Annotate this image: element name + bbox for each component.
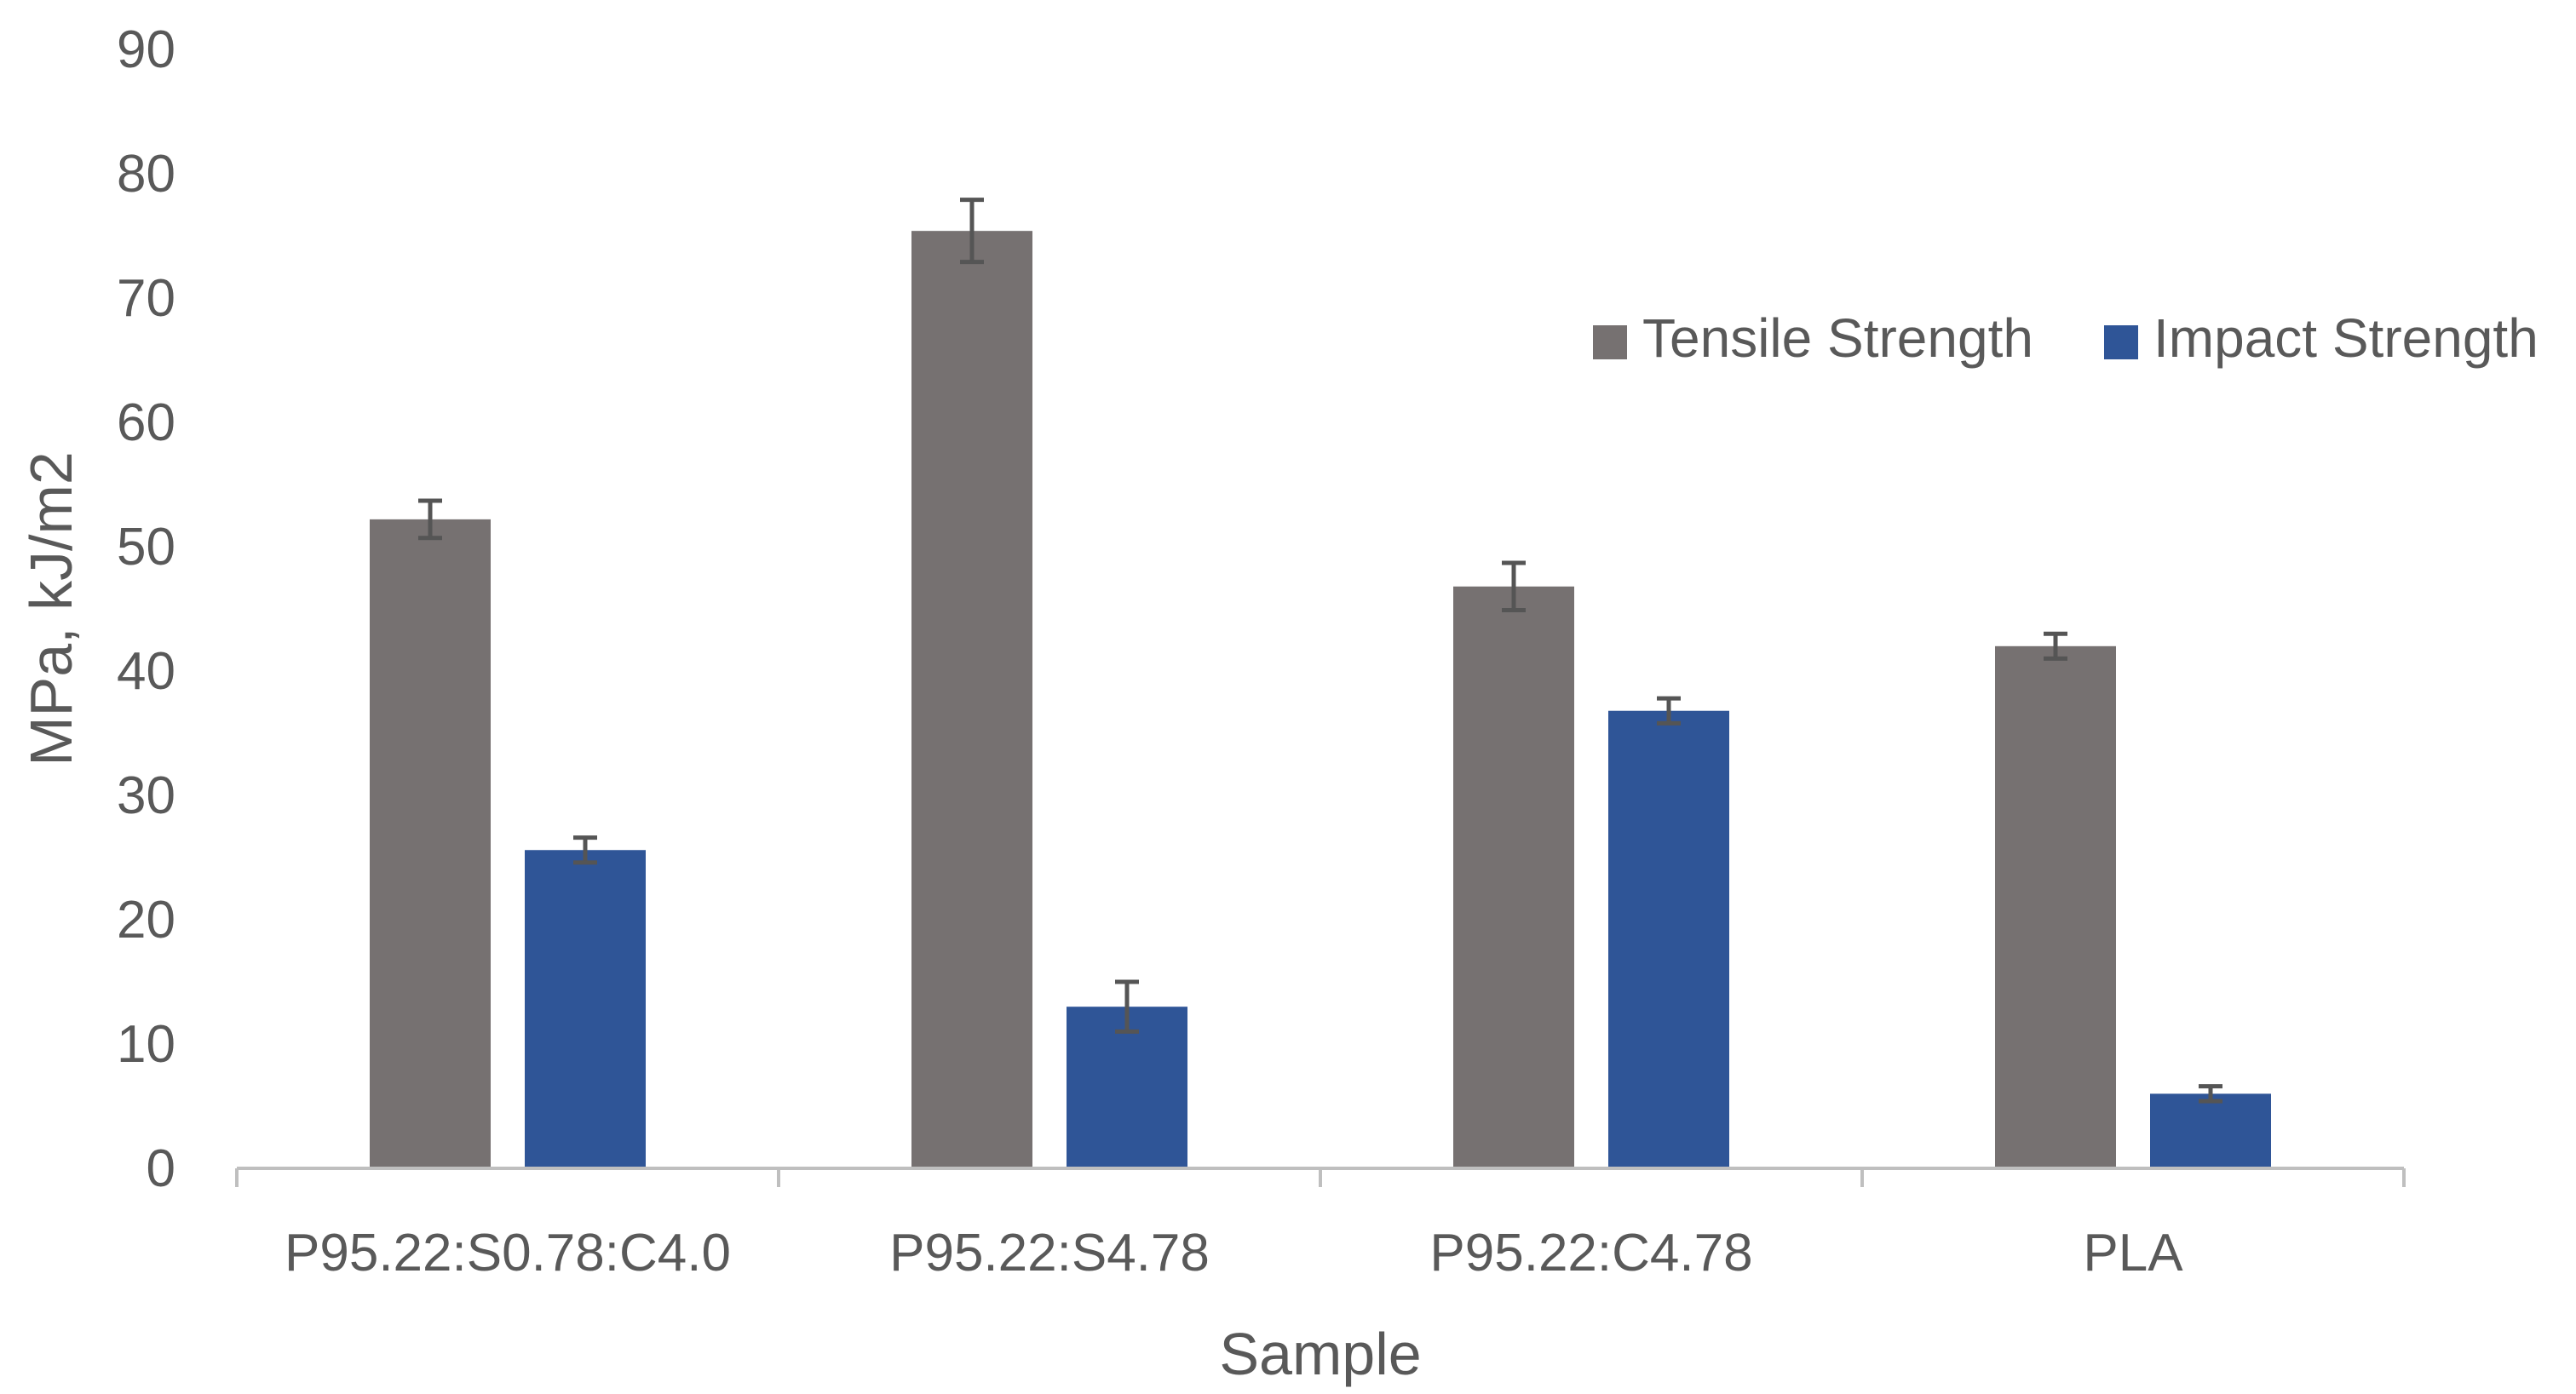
x-axis-title: Sample (1219, 1321, 1421, 1387)
y-tick-label: 40 (117, 642, 175, 701)
y-axis-title: MPa, kJ/m2 (18, 451, 84, 766)
x-category-label: P95.22:C4.78 (1429, 1224, 1752, 1282)
x-category-label: P95.22:S4.78 (889, 1224, 1210, 1282)
x-category-label: P95.22:S0.78:C4.0 (285, 1224, 731, 1282)
bar-tensile-strength (1995, 645, 2116, 1168)
y-tick-label: 90 (117, 20, 175, 79)
y-tick-label: 80 (117, 145, 175, 204)
bar-tensile-strength (370, 519, 491, 1168)
y-tick-label: 20 (117, 891, 175, 949)
y-axis-ticks: 0 10 20 30 40 50 60 70 80 90 (117, 20, 175, 1198)
legend-item-impact-strength: Impact Strength (2104, 307, 2539, 369)
error-bar (960, 198, 984, 265)
y-tick-label: 70 (117, 269, 175, 328)
error-bar (2044, 631, 2067, 661)
y-tick-label: 30 (117, 766, 175, 825)
bar-tensile-strength (1453, 586, 1574, 1168)
y-tick-label: 60 (117, 393, 175, 452)
bar-impact-strength (2150, 1093, 2271, 1168)
error-bar (1115, 979, 1139, 1034)
legend-label: Tensile Strength (1642, 307, 2033, 369)
x-axis: P95.22:S0.78:C4.0 P95.22:S4.78 P95.22:C4.7… (235, 1167, 2406, 1282)
legend-label: Impact Strength (2153, 307, 2539, 369)
error-bar (1502, 560, 1526, 612)
bar-tensile-strength (911, 231, 1032, 1168)
legend-item-tensile-strength: Tensile Strength (1593, 307, 2033, 369)
legend: Tensile Strength Impact Strength (1593, 307, 2539, 369)
bar-impact-strength (525, 850, 646, 1168)
error-bar (2199, 1084, 2222, 1104)
y-tick-label: 0 (147, 1139, 175, 1198)
y-tick-label: 10 (117, 1015, 175, 1074)
bar-impact-strength (1608, 710, 1729, 1168)
error-bars (418, 198, 2222, 1104)
bars (370, 231, 2271, 1168)
error-bar (418, 498, 442, 541)
legend-swatch (2104, 325, 2138, 359)
error-bar (573, 835, 597, 865)
y-tick-label: 50 (117, 518, 175, 577)
legend-swatch (1593, 325, 1627, 359)
error-bar (1657, 696, 1681, 726)
x-category-label: PLA (2083, 1224, 2183, 1282)
